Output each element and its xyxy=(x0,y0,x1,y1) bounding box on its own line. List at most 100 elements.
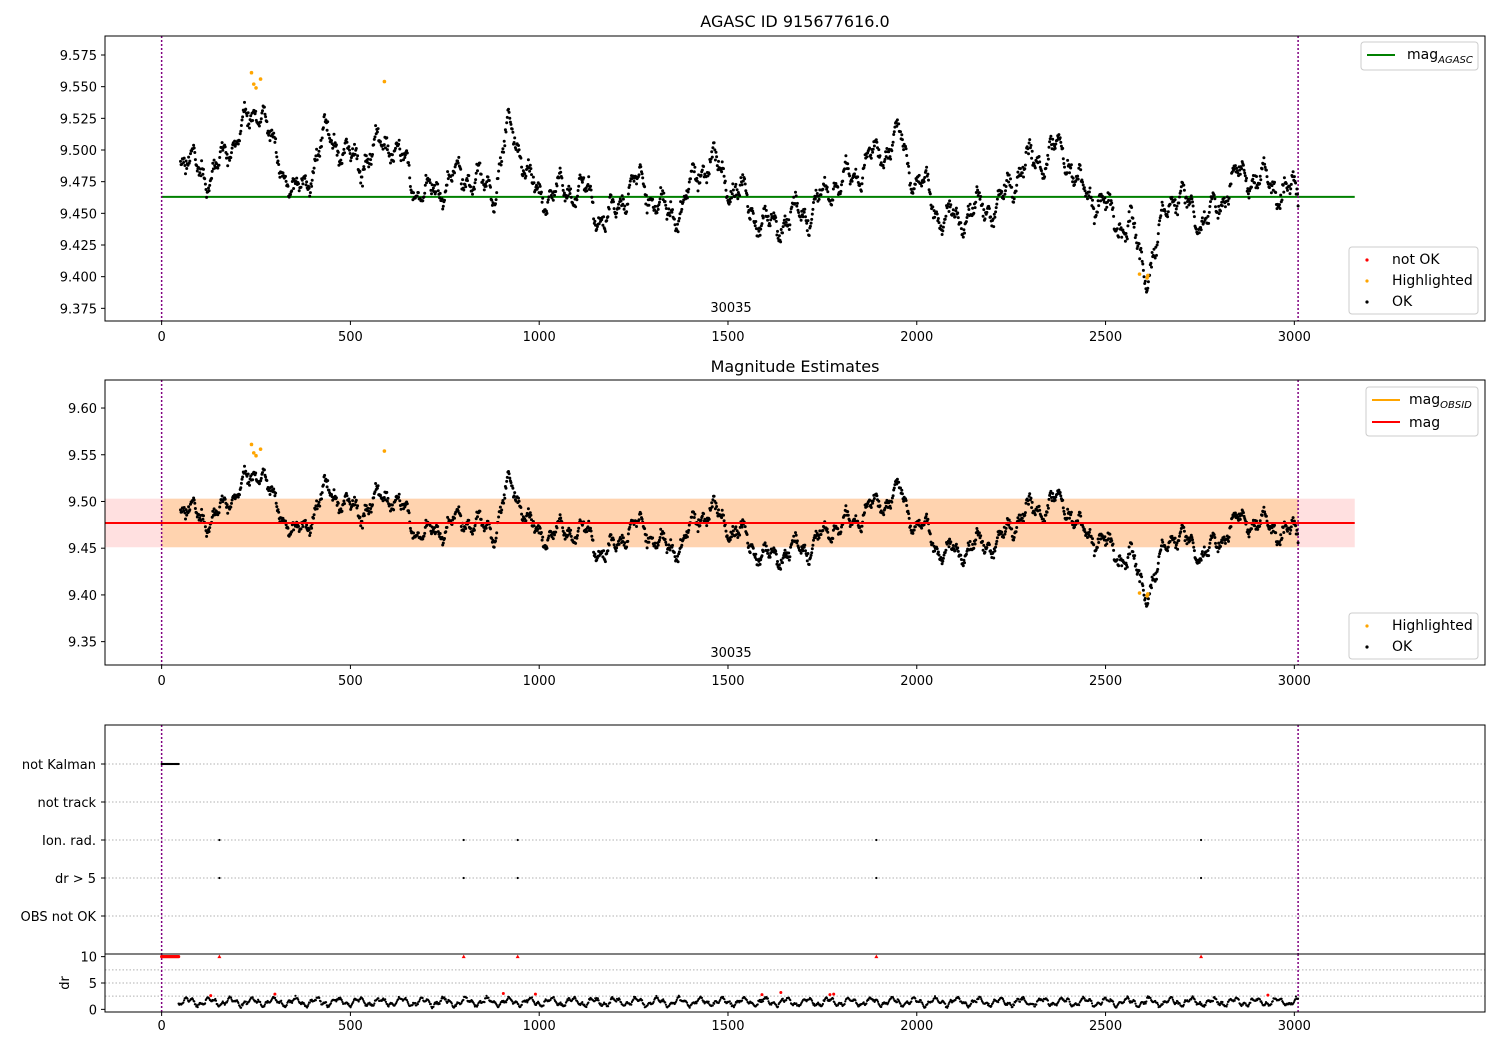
ok-point xyxy=(372,143,376,147)
ok-point xyxy=(510,484,514,488)
ok-point xyxy=(735,533,738,537)
ok-point xyxy=(1040,515,1043,519)
dr-point xyxy=(335,1000,338,1003)
dr-point xyxy=(244,1000,247,1003)
ok-point xyxy=(577,526,581,530)
dr-point xyxy=(789,999,792,1002)
ok-point xyxy=(342,147,346,151)
ok-point xyxy=(1258,524,1262,528)
ok-point xyxy=(589,188,593,192)
ok-point xyxy=(1216,216,1220,220)
ok-point xyxy=(937,221,941,225)
ok-point xyxy=(344,137,348,141)
flag-point-ion-rad xyxy=(218,838,221,842)
ok-point xyxy=(1202,545,1206,549)
dr-point xyxy=(535,1003,538,1007)
ok-point xyxy=(925,165,929,169)
ok-point xyxy=(1069,163,1073,167)
ok-point xyxy=(621,536,625,540)
ok-point xyxy=(672,217,676,221)
ok-point xyxy=(909,187,913,191)
ok-point xyxy=(989,215,993,219)
ok-point xyxy=(1015,526,1019,529)
legend-label-highlighted: Highlighted xyxy=(1392,273,1473,289)
ok-point xyxy=(1067,163,1071,167)
ok-point xyxy=(1023,163,1027,167)
ok-point xyxy=(332,132,336,136)
ok-point xyxy=(476,515,479,519)
ok-point xyxy=(1241,163,1245,167)
ok-point xyxy=(1045,163,1049,167)
ok-point xyxy=(626,539,630,543)
ok-point xyxy=(735,193,738,197)
ok-point xyxy=(853,172,856,176)
ok-point xyxy=(290,189,294,193)
ok-point xyxy=(1022,175,1025,179)
ok-point xyxy=(528,511,532,515)
ok-point xyxy=(236,142,240,146)
ok-point xyxy=(501,147,505,151)
ok-point xyxy=(872,144,876,148)
ok-point xyxy=(192,498,196,502)
ok-point xyxy=(358,169,362,173)
ok-point xyxy=(415,194,419,198)
ok-point xyxy=(1256,527,1260,531)
ok-point xyxy=(728,200,732,204)
ok-point xyxy=(922,523,926,527)
ok-point xyxy=(408,176,412,180)
ok-point xyxy=(1120,564,1124,568)
ok-point xyxy=(273,140,277,144)
ok-point xyxy=(821,529,825,532)
ok-point xyxy=(692,516,696,519)
dr-point xyxy=(1006,1003,1009,1007)
ok-point xyxy=(471,192,474,196)
ok-point xyxy=(885,498,889,502)
ok-point xyxy=(1041,172,1045,176)
ok-point xyxy=(800,209,804,213)
ok-point xyxy=(462,188,466,192)
highlighted-point xyxy=(1146,592,1150,596)
ok-point xyxy=(882,513,886,517)
ok-point xyxy=(385,490,389,494)
ok-point xyxy=(503,144,507,148)
ok-point xyxy=(1065,171,1069,175)
ok-point xyxy=(768,224,772,228)
ok-point xyxy=(379,493,382,497)
ok-point xyxy=(643,527,647,531)
dr-point xyxy=(263,1005,266,1008)
ok-point xyxy=(900,138,904,142)
ok-point xyxy=(498,505,502,509)
ok-point xyxy=(779,240,783,244)
ok-point xyxy=(679,210,683,214)
ok-point xyxy=(335,153,339,157)
ok-point xyxy=(871,499,875,503)
ok-point xyxy=(705,524,709,528)
ok-point xyxy=(692,170,696,174)
dr-point xyxy=(319,1000,322,1003)
ok-point xyxy=(1279,193,1283,197)
ok-point xyxy=(1188,539,1192,543)
ok-point xyxy=(635,182,638,186)
ok-point xyxy=(968,540,972,543)
ok-point xyxy=(1053,498,1057,502)
ok-point xyxy=(359,524,363,528)
dr-point xyxy=(318,996,321,1000)
ok-point xyxy=(517,496,520,500)
ok-point xyxy=(504,130,508,134)
ok-point xyxy=(597,222,601,226)
ok-point xyxy=(550,196,554,200)
ok-point xyxy=(1243,171,1247,175)
ok-point xyxy=(801,215,805,219)
ok-point xyxy=(193,151,197,154)
ok-point xyxy=(408,526,412,530)
estimates-tick-labels: 0 500 1000 1500 2000 2500 30009.359.409.459.50… xyxy=(68,402,1311,689)
ok-point xyxy=(883,157,887,161)
ok-point xyxy=(1043,519,1047,523)
ok-point xyxy=(431,186,435,190)
ok-point xyxy=(940,233,944,236)
dr-point xyxy=(183,999,186,1002)
y-tick-label: 9.425 xyxy=(60,239,97,254)
legend-frame xyxy=(1348,612,1479,660)
ok-point xyxy=(693,512,697,516)
ok-point xyxy=(575,198,579,202)
